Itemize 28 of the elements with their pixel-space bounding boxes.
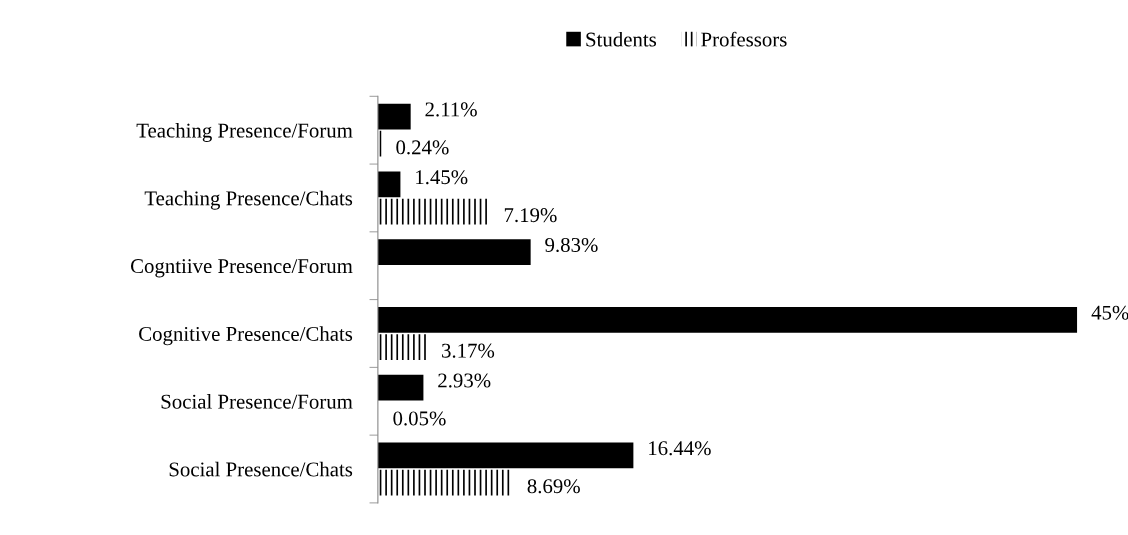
- data-label: 9.83%: [545, 237, 598, 253]
- bar: [377, 103, 411, 130]
- bar: [377, 469, 513, 496]
- data-label: 1.45%: [416, 170, 468, 185]
- data-label: 16.44%: [649, 441, 711, 456]
- bar: [377, 307, 1078, 333]
- y-tick-label: Teaching Presence/Forum: [136, 122, 353, 142]
- legend-label: Students: [586, 31, 657, 47]
- bar: [377, 198, 490, 225]
- data-label: 7.19%: [504, 208, 557, 223]
- y-tick-label: Cogntiive Presence/Forum: [130, 259, 353, 278]
- data-label: 8.69%: [527, 479, 580, 494]
- y-tick-label: Teaching Presence/Chats: [144, 190, 353, 210]
- bar: [377, 171, 401, 198]
- data-label: 2.93%: [438, 373, 491, 388]
- data-label: 2.11%: [425, 102, 477, 117]
- bar: [377, 442, 634, 469]
- y-tick-label: Social Presence/Chats: [169, 461, 353, 477]
- data-label: 0.24%: [396, 140, 449, 155]
- bar: [377, 334, 428, 360]
- data-label: 3.17%: [442, 343, 495, 358]
- bar: [377, 374, 424, 401]
- data-label: 0.05%: [393, 411, 446, 426]
- bar: [377, 239, 531, 266]
- legend-label: Professors: [701, 31, 787, 47]
- y-tick-label: Social Presence/Forum: [161, 394, 353, 409]
- y-tick-label: Cognitive Presence/Chats: [139, 326, 353, 346]
- data-label: 45%: [1091, 305, 1128, 320]
